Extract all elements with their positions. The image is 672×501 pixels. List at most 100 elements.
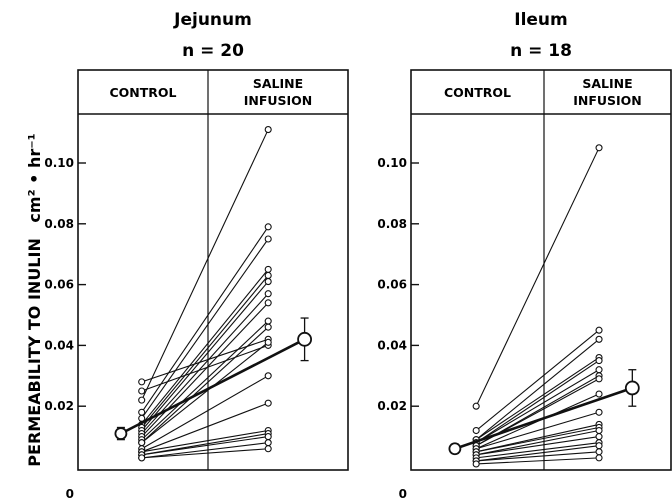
panel-jejunum: Jejunum n = 20 CONTROL SALINE INFUSION 0 0.02 0… (44, 10, 349, 501)
pair-line (475, 360, 600, 444)
pair-line (141, 436, 269, 456)
pair-line (141, 226, 269, 413)
pair-line (141, 302, 269, 437)
y-tick-label: 0.10 (377, 156, 407, 170)
control-point (472, 426, 480, 435)
pair-line (141, 275, 269, 428)
pair-line (476, 429, 600, 456)
pair-line (141, 442, 269, 459)
y-tick-label: 0.10 (44, 156, 74, 170)
saline-point (264, 323, 272, 331)
header-saline-line1: SALINE (253, 76, 303, 91)
pair-line (476, 426, 600, 453)
header-control: CONTROL (444, 85, 511, 100)
saline-point (264, 317, 272, 325)
control-point (138, 387, 146, 395)
mean-line (454, 386, 633, 450)
pair-line (475, 147, 600, 407)
pair-line (141, 238, 269, 419)
saline-point (264, 439, 272, 447)
saline-point (595, 448, 603, 456)
saline-point (264, 338, 272, 346)
saline-point (264, 235, 272, 243)
saline-point (595, 433, 603, 441)
control-point (138, 378, 146, 386)
y-tick-label: 0.06 (377, 278, 407, 292)
pair-line (476, 445, 600, 462)
y-tick-label: 0.08 (377, 217, 407, 231)
header-saline-line1: SALINE (582, 76, 632, 91)
saline-point (595, 375, 603, 383)
y-tick-label: 0.02 (44, 399, 74, 413)
pair-line (141, 448, 269, 459)
saline-mean-point (297, 331, 313, 347)
y-tick-label: 0.02 (377, 399, 407, 413)
saline-point (595, 426, 603, 435)
control-mean-point (114, 427, 128, 440)
saline-point (595, 144, 603, 152)
header-saline-line2: INFUSION (244, 93, 313, 108)
pair-line (475, 338, 600, 441)
control-point (138, 396, 146, 404)
saline-point (595, 454, 603, 462)
pair-line (475, 329, 600, 431)
saline-point (595, 326, 603, 334)
pair-line (141, 281, 269, 431)
pair-line (476, 436, 600, 456)
pair-line (141, 293, 269, 434)
y-tick-label: 0.04 (377, 338, 407, 352)
saline-point (264, 223, 272, 231)
y-axis-unit: cm² • hr⁻¹ (25, 133, 44, 222)
pair-line (476, 451, 600, 462)
header-control: CONTROL (109, 85, 176, 100)
y-tick-label: 0 (399, 487, 407, 501)
saline-point (595, 408, 603, 416)
pair-line (475, 369, 600, 444)
panel-frame (410, 69, 672, 471)
control-point (472, 402, 480, 410)
saline-point (264, 399, 272, 407)
pair-line (475, 357, 600, 441)
pair-line (141, 402, 269, 453)
pair-line (141, 344, 269, 392)
panel-ileum: Ileum n = 18 CONTROL SALINE INFUSION 0 0.02 0.0… (377, 10, 672, 501)
pair-line (141, 326, 269, 444)
saline-point (264, 433, 272, 441)
control-mean-point (448, 442, 462, 456)
saline-point (595, 366, 603, 374)
pair-line (141, 269, 269, 425)
panel-frame (77, 69, 349, 471)
pair-line (476, 457, 600, 465)
control-point (138, 454, 146, 462)
saline-point (595, 442, 603, 450)
saline-point (264, 299, 272, 307)
pair-line (141, 429, 269, 453)
pair-line (141, 375, 269, 450)
control-point (138, 408, 146, 416)
panel-title: Ileum (514, 10, 568, 30)
saline-point (264, 265, 272, 273)
pair-line (476, 411, 600, 450)
saline-point (264, 290, 272, 298)
pair-line (476, 442, 600, 459)
panel-n-label: n = 20 (182, 41, 244, 61)
y-tick-label: 0.08 (44, 217, 74, 231)
pair-line (141, 320, 269, 441)
saline-mean-point (624, 380, 640, 396)
saline-point (264, 278, 272, 286)
saline-point (264, 126, 272, 134)
saline-point (595, 390, 603, 398)
panel-title: Jejunum (173, 10, 252, 30)
y-tick-label: 0 (66, 487, 74, 501)
y-axis-label: PERMEABILITY TO INULIN cm² • hr⁻¹ (25, 133, 44, 466)
y-axis-label-text: PERMEABILITY TO INULIN (25, 238, 44, 467)
saline-point (264, 445, 272, 453)
control-point (138, 439, 146, 447)
header-saline-line2: INFUSION (573, 93, 642, 108)
saline-point (264, 372, 272, 380)
control-point (472, 460, 480, 468)
pair-line (141, 129, 269, 401)
y-tick-label: 0.06 (44, 278, 74, 292)
panel-n-label: n = 18 (510, 41, 572, 61)
